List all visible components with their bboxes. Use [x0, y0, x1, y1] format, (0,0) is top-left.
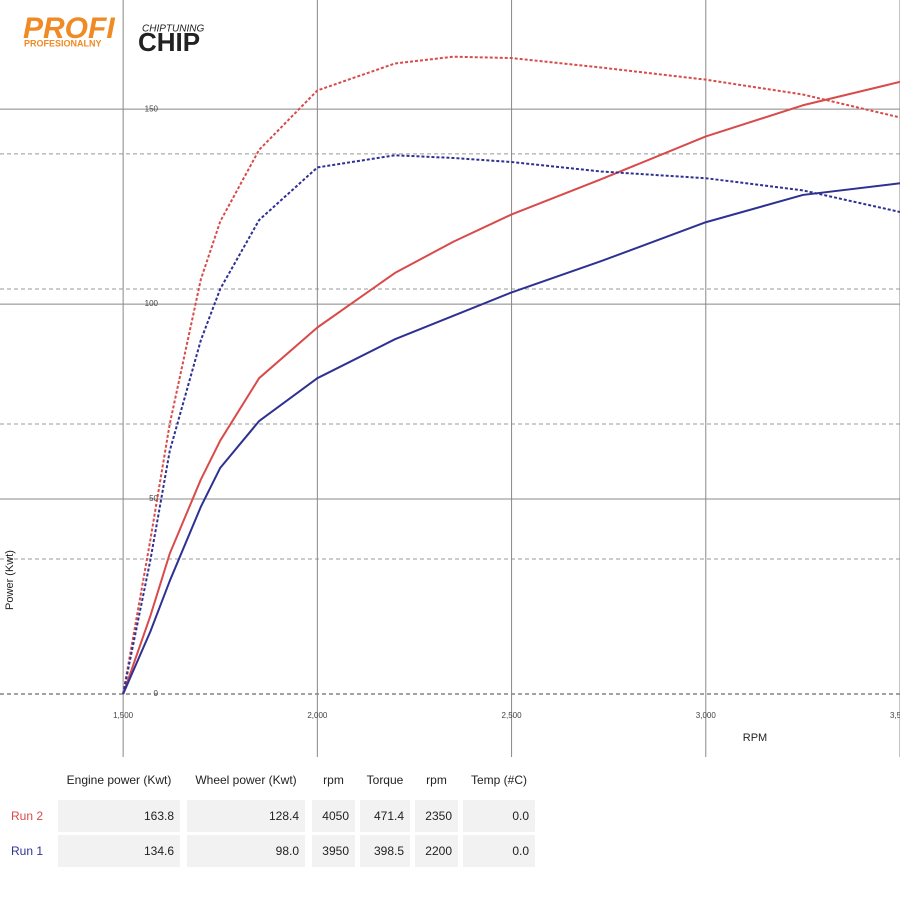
row-label: Run 1 [10, 844, 44, 858]
column-header: rpm [323, 773, 344, 787]
table-cell: 4050 [312, 800, 355, 832]
column-header: Torque [366, 773, 404, 787]
x-tick-label: 2,000 [307, 711, 328, 720]
table-cell: 0.0 [463, 800, 535, 832]
column-header: rpm [426, 773, 447, 787]
y-axis-label: Power (Kwt) [4, 550, 16, 610]
table-cell: 128.4 [187, 800, 305, 832]
y-tick-label: 50 [149, 494, 158, 503]
table-cell: 398.5 [360, 835, 410, 867]
x-tick-label: 1,500 [113, 711, 134, 720]
y-tick-label: 150 [145, 104, 159, 113]
x-tick-label: 2,500 [502, 711, 523, 720]
series-line [122, 80, 900, 695]
table-cell: 0.0 [463, 835, 535, 867]
table-cell: 3950 [312, 835, 355, 867]
y-tick-label: 0 [154, 689, 159, 698]
table-cell: 2200 [415, 835, 458, 867]
column-header: Temp (#C) [470, 773, 527, 787]
plot-area: 0 50 100 150 1,500 2,000 2,500 3,000 3,500 [0, 0, 900, 757]
logo-bottom: PROFESIONALNY [24, 38, 102, 48]
logo-big: CHIP [138, 27, 200, 57]
chart: 0 50 100 150 1,500 2,000 2,500 3,000 3,500 RPM P… [0, 0, 900, 757]
y-tick-label: 100 [145, 299, 159, 308]
x-tick-label: 3,500 [890, 711, 900, 720]
x-axis-label: RPM [743, 732, 767, 744]
table-cell: 98.0 [187, 835, 305, 867]
table-cell: 471.4 [360, 800, 410, 832]
table-cell: 2350 [415, 800, 458, 832]
column-header: Wheel power (Kwt) [195, 773, 297, 787]
row-label: Run 2 [10, 809, 44, 823]
logo-top: PROFI [23, 12, 115, 45]
x-tick-label: 3,000 [696, 711, 717, 720]
series-line [122, 182, 900, 695]
series-line [122, 154, 900, 695]
logo-tag: CHIPTUNING [142, 24, 204, 35]
table-cell: 163.8 [58, 800, 180, 832]
table-cell: 134.6 [58, 835, 180, 867]
column-header: Engine power (Kwt) [66, 773, 172, 787]
